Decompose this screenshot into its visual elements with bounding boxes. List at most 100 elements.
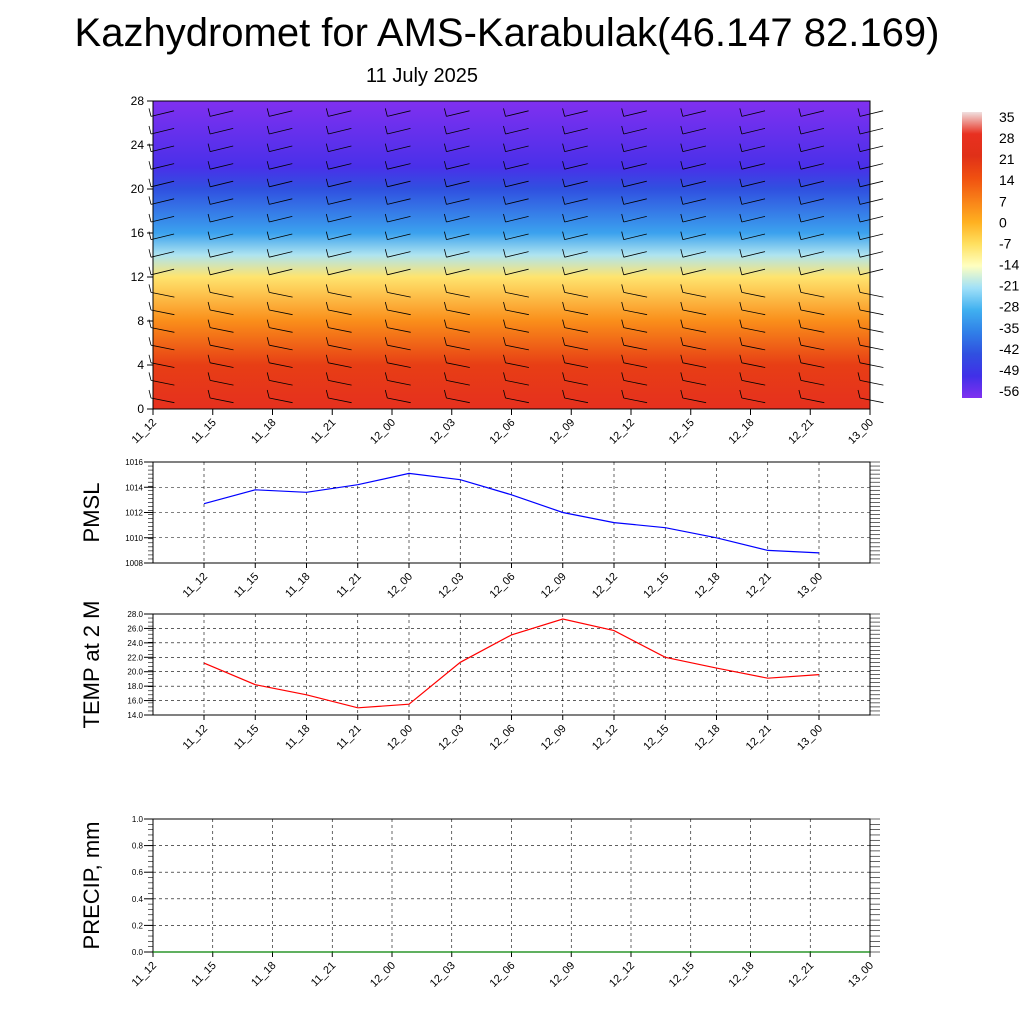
temp-panel: 14.0 16.0 18.0 20.0 22.0 24.0 26.0 28.0 11_12 11_… (79, 601, 880, 753)
y-tick-label: 22.0 (127, 653, 143, 662)
y-tick-label: 1014 (125, 483, 143, 492)
wind-barb (444, 284, 470, 298)
cross-section-panel: 0 4 8 12 16 20 24 28 11_12 11_15 11_18 11_21 12_00 12… (130, 94, 884, 447)
y-tick-label: 1008 (125, 559, 143, 568)
wind-barb (562, 231, 588, 240)
wind-barb (384, 161, 411, 170)
colorbar-label: -7 (999, 235, 1012, 251)
wind-barb (148, 213, 175, 223)
wind-barb (562, 125, 588, 135)
wind-barb (444, 178, 470, 188)
wind-barb (857, 319, 884, 333)
wind-barb (503, 161, 529, 170)
wind-barb (562, 143, 588, 152)
wind-barb (739, 213, 766, 223)
wind-barb (207, 161, 234, 170)
wind-barb (266, 372, 293, 386)
wind-barb (739, 319, 766, 333)
y-axis-title: TEMP at 2 M (79, 601, 104, 729)
colorbar-label: -35 (999, 320, 1019, 336)
wind-barb (148, 161, 175, 170)
y-tick-label: 24.0 (127, 639, 143, 648)
wind-barb (798, 196, 825, 205)
x-tick-label: 12_18 (693, 723, 723, 753)
wind-barb (503, 337, 529, 351)
y-tick-label: 12 (131, 270, 145, 284)
wind-barb (562, 389, 589, 404)
wind-barb (325, 301, 352, 316)
x-tick-label: 11_21 (309, 960, 339, 990)
wind-barb (444, 389, 470, 404)
wind-barb (503, 231, 529, 240)
x-tick-label: 12_18 (727, 960, 757, 990)
x-tick-label: 12_09 (547, 417, 577, 447)
wind-barb (857, 196, 884, 205)
colorbar-label: 7 (999, 193, 1007, 209)
wind-barb (680, 337, 707, 351)
x-tick-label: 12_21 (786, 960, 816, 990)
wind-barb (680, 319, 707, 333)
wind-barb (444, 161, 470, 170)
wind-barb (444, 319, 470, 333)
wind-barb (562, 337, 589, 351)
wind-barb (680, 143, 706, 152)
colorbar-label: -21 (999, 278, 1019, 294)
wind-barb (503, 354, 529, 368)
wind-barb (857, 389, 884, 404)
wind-barb (384, 301, 411, 316)
wind-barb (680, 284, 707, 298)
wind-barb (798, 213, 825, 223)
wind-barb (503, 213, 529, 223)
wind-barb (739, 231, 766, 240)
wind-barb (857, 249, 884, 258)
colorbar-label: -49 (999, 362, 1019, 378)
y-tick-label: 20.0 (127, 668, 143, 677)
wind-barb (621, 178, 647, 188)
precip-panel: 0.0 0.2 0.4 0.6 0.8 1.0 11_12 11_15 11_18 11_21 12… (79, 815, 880, 990)
wind-barb (325, 249, 352, 258)
wind-barb (739, 284, 766, 298)
wind-barb (739, 301, 766, 316)
colorbar-label: 21 (999, 151, 1015, 167)
wind-barb (266, 284, 293, 298)
wind-barb (680, 266, 706, 276)
wind-barb (680, 354, 707, 368)
x-tick-label: 12_06 (488, 960, 518, 990)
wind-barb (207, 143, 234, 152)
wind-barb (207, 231, 234, 240)
wind-barb (798, 354, 825, 368)
colorbar-label: -14 (999, 257, 1019, 273)
wind-barb (444, 354, 470, 368)
x-tick-label: 12_00 (368, 417, 398, 447)
chart-title: Kazhydromet for AMS-Karabulak(46.147 82.… (74, 11, 940, 55)
colorbar-label: -42 (999, 341, 1019, 357)
x-tick-label: 12_21 (744, 723, 774, 753)
x-tick-label: 12_09 (547, 960, 577, 990)
y-tick-label: 1012 (125, 509, 143, 518)
wind-barb (325, 266, 352, 276)
wind-barb (798, 319, 825, 333)
wind-barb (621, 196, 647, 205)
wind-barb (207, 319, 234, 333)
wind-barb (798, 231, 825, 240)
wind-barb (562, 178, 588, 188)
x-tick-label: 12_06 (488, 417, 518, 447)
x-tick-label: 11_15 (189, 417, 219, 447)
wind-barb (798, 266, 825, 276)
wind-barb (621, 372, 648, 386)
wind-barb (207, 108, 234, 117)
wind-barb (739, 178, 766, 188)
x-tick-label: 12_00 (385, 723, 415, 753)
wind-barb (680, 108, 706, 117)
x-tick-label: 11_12 (130, 417, 160, 447)
wind-barb (857, 143, 884, 152)
wind-barb (621, 319, 648, 333)
x-tick-label: 12_06 (488, 571, 518, 601)
x-tick-label: 12_09 (539, 571, 569, 601)
wind-barb (680, 196, 706, 205)
x-tick-label: 12_03 (428, 417, 458, 447)
wind-barb (207, 213, 234, 223)
x-tick-label: 11_18 (249, 960, 279, 990)
wind-barb (621, 143, 647, 152)
wind-barb (798, 125, 825, 135)
